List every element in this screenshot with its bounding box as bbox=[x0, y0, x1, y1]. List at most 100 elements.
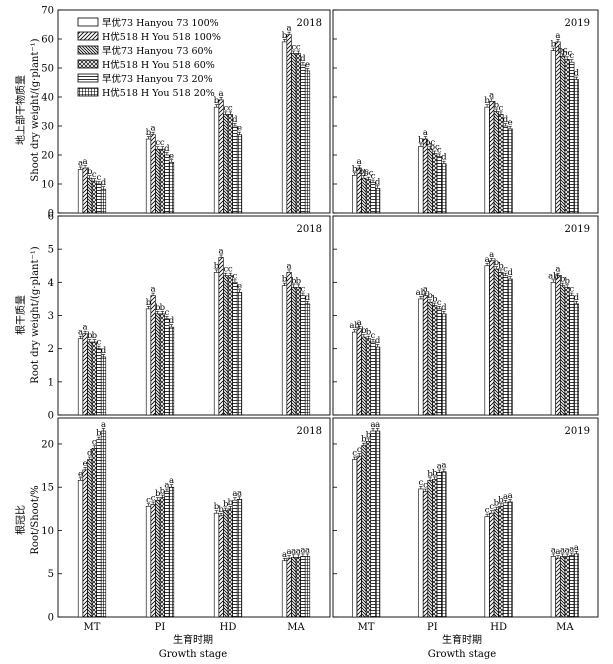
bar bbox=[569, 555, 575, 618]
bar bbox=[155, 313, 161, 416]
significance-label: c bbox=[489, 502, 494, 512]
bar bbox=[145, 505, 152, 618]
plot-frame bbox=[57, 417, 331, 618]
significance-label: c bbox=[485, 506, 490, 516]
significance-label: e bbox=[78, 469, 83, 479]
significance-label: c bbox=[228, 265, 233, 275]
bar bbox=[427, 301, 433, 416]
significance-label: c bbox=[155, 138, 160, 148]
y-tick-label: 0 bbox=[48, 613, 54, 624]
significance-label: c bbox=[418, 478, 423, 488]
significance-label: b bbox=[494, 101, 500, 111]
significance-label: b bbox=[228, 498, 234, 508]
bar bbox=[564, 556, 570, 618]
bar bbox=[555, 557, 561, 618]
bar bbox=[573, 553, 579, 618]
bar bbox=[168, 486, 175, 618]
bar bbox=[150, 295, 156, 416]
bar bbox=[573, 79, 579, 214]
significance-label: b bbox=[214, 96, 220, 106]
bar bbox=[91, 341, 97, 416]
significance-label: d bbox=[507, 268, 513, 278]
bar bbox=[573, 303, 579, 416]
significance-label: b bbox=[218, 505, 224, 515]
significance-label: c bbox=[165, 308, 170, 318]
bar bbox=[168, 161, 175, 214]
significance-label: b bbox=[282, 275, 288, 285]
significance-label: a bbox=[169, 476, 174, 486]
significance-label: d bbox=[101, 178, 107, 188]
significance-label: c bbox=[569, 285, 574, 295]
bar bbox=[159, 497, 165, 618]
significance-label: b bbox=[494, 258, 500, 268]
bar bbox=[498, 272, 504, 416]
bar bbox=[441, 313, 447, 416]
significance-label: b bbox=[155, 303, 161, 313]
significance-label: a bbox=[555, 265, 560, 275]
significance-label: a bbox=[151, 285, 156, 295]
significance-label: b bbox=[160, 303, 166, 313]
significance-label: b bbox=[551, 40, 557, 50]
significance-label: c bbox=[92, 437, 97, 447]
significance-label: b bbox=[87, 167, 93, 177]
significance-label: e bbox=[508, 118, 513, 128]
significance-label: a bbox=[375, 420, 380, 430]
y-tick-label: 5 bbox=[48, 569, 54, 580]
bar bbox=[236, 499, 243, 618]
bar bbox=[484, 106, 490, 214]
y-tick-label: 60 bbox=[41, 35, 54, 46]
significance-label: c bbox=[233, 271, 238, 281]
y-tick-label: 10 bbox=[41, 180, 54, 191]
bar bbox=[145, 308, 152, 416]
significance-label: d bbox=[441, 303, 447, 313]
significance-label: d bbox=[503, 115, 509, 125]
significance-label: b bbox=[214, 502, 220, 512]
y-tick-label: 10 bbox=[41, 526, 54, 537]
bar bbox=[550, 282, 556, 416]
row-title-ratio-cn: 根冠比 bbox=[14, 505, 27, 535]
bar bbox=[87, 177, 93, 214]
bar bbox=[281, 560, 288, 618]
y-tick-label: 4 bbox=[48, 278, 54, 289]
bar bbox=[361, 445, 367, 618]
bar bbox=[352, 175, 358, 214]
bar bbox=[375, 430, 381, 618]
year-label: 2019 bbox=[565, 426, 590, 437]
bar bbox=[96, 348, 102, 416]
bar bbox=[155, 499, 161, 618]
bar bbox=[77, 338, 84, 416]
significance-label: a bbox=[485, 255, 490, 265]
bar bbox=[502, 275, 509, 416]
significance-label: e bbox=[305, 60, 310, 70]
bar bbox=[555, 41, 561, 214]
significance-label: b bbox=[291, 276, 297, 286]
significance-label: b bbox=[494, 499, 500, 509]
bar bbox=[418, 298, 424, 416]
legend-item: H优518 H You 518 60% bbox=[77, 59, 215, 71]
significance-label: a bbox=[287, 547, 292, 557]
row-title-root-cn: 根干质量 bbox=[14, 295, 27, 335]
x-tick-label: PI bbox=[155, 622, 166, 633]
y-tick-label: 40 bbox=[41, 93, 54, 104]
x-title-cn-right: 生育时期 bbox=[442, 633, 482, 646]
x-tick-label: PI bbox=[427, 622, 438, 633]
bar bbox=[375, 188, 381, 214]
bar bbox=[87, 459, 93, 618]
significance-label: a bbox=[287, 24, 292, 34]
x-tick-label: MT bbox=[84, 622, 101, 633]
bar bbox=[436, 308, 442, 416]
bar bbox=[356, 455, 362, 618]
significance-label: c bbox=[357, 445, 362, 455]
bar bbox=[304, 70, 311, 214]
significance-label: bc bbox=[359, 167, 369, 177]
significance-label: b bbox=[427, 291, 433, 301]
bar bbox=[155, 148, 161, 214]
bar bbox=[498, 114, 504, 214]
bar bbox=[559, 556, 566, 618]
bar bbox=[436, 472, 442, 618]
